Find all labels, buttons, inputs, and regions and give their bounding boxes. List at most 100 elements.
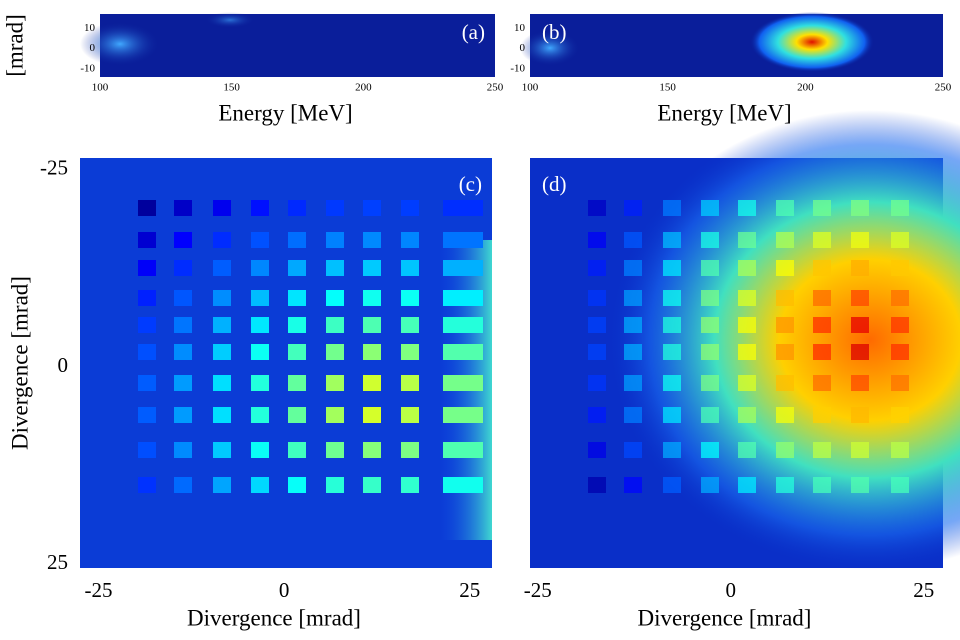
mesh-square xyxy=(851,317,869,333)
mesh-square xyxy=(663,290,681,306)
mesh-square xyxy=(776,407,794,423)
mesh-square xyxy=(891,442,909,458)
mesh-square xyxy=(776,344,794,360)
mesh-square xyxy=(624,232,642,248)
mesh-square xyxy=(401,344,419,360)
mesh-square xyxy=(663,200,681,216)
y-tick-label: -10 xyxy=(80,62,95,74)
mesh-square xyxy=(851,200,869,216)
mesh-square xyxy=(288,290,306,306)
mesh-square xyxy=(701,375,719,391)
mesh-square xyxy=(363,260,381,276)
mesh-square xyxy=(701,260,719,276)
mesh-square xyxy=(251,375,269,391)
mesh-square xyxy=(251,200,269,216)
mesh-square xyxy=(588,260,606,276)
mesh-square xyxy=(138,375,156,391)
mesh-square xyxy=(701,407,719,423)
mesh-square xyxy=(401,442,419,458)
mesh-square xyxy=(174,232,192,248)
mesh-square xyxy=(326,442,344,458)
mesh-square xyxy=(288,477,306,493)
mesh-square xyxy=(624,375,642,391)
mesh-square xyxy=(213,260,231,276)
mesh-square xyxy=(138,407,156,423)
y-tick-label: 0 xyxy=(90,42,96,54)
mesh-square xyxy=(251,290,269,306)
mesh-square xyxy=(891,200,909,216)
mesh-square xyxy=(891,407,909,423)
mesh-square xyxy=(588,317,606,333)
mesh-square xyxy=(326,344,344,360)
mesh-square xyxy=(251,442,269,458)
mesh-square xyxy=(251,344,269,360)
panel-label: (c) xyxy=(459,172,482,196)
mesh-square xyxy=(776,477,794,493)
x-axis-label: Energy [MeV] xyxy=(218,100,352,125)
mesh-square xyxy=(213,200,231,216)
image-blob xyxy=(520,30,580,66)
mesh-square xyxy=(138,200,156,216)
mesh-square xyxy=(213,344,231,360)
panel xyxy=(80,12,495,77)
mesh-square xyxy=(588,442,606,458)
mesh-square xyxy=(213,290,231,306)
x-tick-label: 250 xyxy=(487,82,504,94)
mesh-square xyxy=(701,317,719,333)
mesh-square xyxy=(738,232,756,248)
mesh-square xyxy=(443,290,483,306)
mesh-square xyxy=(288,317,306,333)
mesh-square xyxy=(663,442,681,458)
mesh-square xyxy=(813,260,831,276)
mesh-square xyxy=(401,232,419,248)
mesh-square xyxy=(213,477,231,493)
mesh-square xyxy=(251,232,269,248)
mesh-square xyxy=(213,407,231,423)
mesh-square xyxy=(813,290,831,306)
image-background xyxy=(530,14,943,77)
mesh-square xyxy=(891,260,909,276)
mesh-square xyxy=(588,290,606,306)
panel-label: (a) xyxy=(462,20,485,44)
mesh-square xyxy=(138,290,156,306)
mesh-square xyxy=(326,232,344,248)
mesh-square xyxy=(891,375,909,391)
mesh-square xyxy=(624,260,642,276)
panel-label: (d) xyxy=(542,172,567,196)
mesh-square xyxy=(588,232,606,248)
mesh-square xyxy=(174,442,192,458)
mesh-square xyxy=(738,344,756,360)
mesh-square xyxy=(138,442,156,458)
mesh-square xyxy=(738,442,756,458)
mesh-square xyxy=(701,200,719,216)
mesh-square xyxy=(401,375,419,391)
x-tick-label: 150 xyxy=(659,82,676,94)
x-tick-label: -25 xyxy=(524,578,552,602)
mesh-square xyxy=(443,260,483,276)
mesh-square xyxy=(663,317,681,333)
x-tick-label: 250 xyxy=(935,82,952,94)
mesh-square xyxy=(624,317,642,333)
mesh-square xyxy=(738,407,756,423)
x-tick-label: 200 xyxy=(797,82,814,94)
mesh-square xyxy=(288,442,306,458)
mesh-square xyxy=(776,232,794,248)
y-tick-label: -10 xyxy=(510,62,525,74)
mesh-square xyxy=(701,477,719,493)
x-tick-label: 100 xyxy=(522,82,539,94)
panel xyxy=(80,158,492,568)
mesh-square xyxy=(813,200,831,216)
mesh-square xyxy=(401,407,419,423)
mesh-square xyxy=(776,442,794,458)
mesh-square xyxy=(363,344,381,360)
mesh-square xyxy=(174,290,192,306)
mesh-square xyxy=(326,260,344,276)
mesh-square xyxy=(738,477,756,493)
image-blob xyxy=(80,22,160,66)
mesh-square xyxy=(588,200,606,216)
mesh-square xyxy=(588,407,606,423)
x-axis-label: Divergence [mrad] xyxy=(638,605,812,630)
image-hotspot xyxy=(750,12,874,72)
x-tick-label: 25 xyxy=(459,578,480,602)
